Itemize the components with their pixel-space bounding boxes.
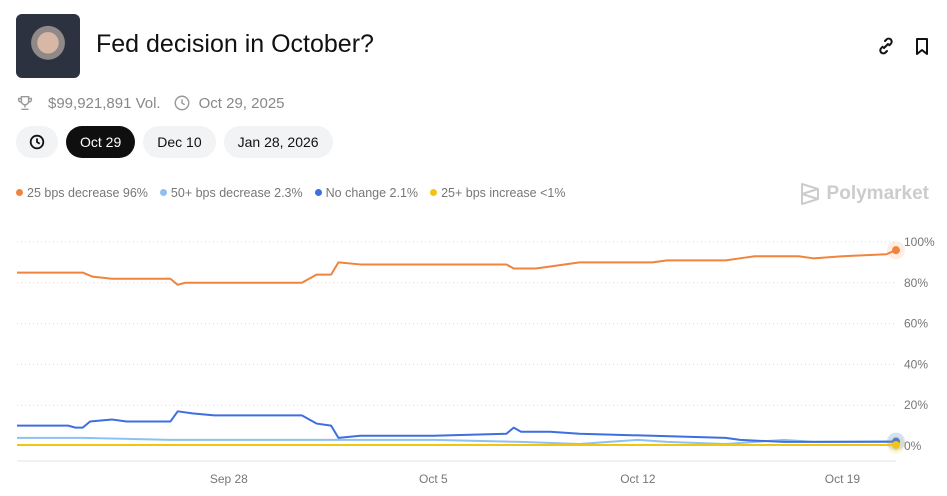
- legend-label: 25 bps decrease 96%: [27, 186, 148, 200]
- x-tick-label: Oct 5: [419, 472, 448, 486]
- legend-item: 25 bps decrease 96%: [16, 186, 148, 200]
- x-tick-label: Sep 28: [210, 472, 248, 486]
- history-icon: [29, 134, 45, 150]
- y-tick-label: 0%: [904, 439, 922, 453]
- legend-item: 25+ bps increase <1%: [430, 186, 565, 200]
- trophy-icon: [17, 95, 33, 111]
- legend-dot: [159, 189, 167, 196]
- legend-dot: [16, 189, 23, 196]
- series-end-dot: [892, 440, 900, 449]
- market-meta: $99,921,891 Vol. Oct 29, 2025: [16, 94, 285, 112]
- tab-oct-29[interactable]: Oct 29: [66, 126, 136, 158]
- tab-dec-10[interactable]: Dec 10: [143, 126, 216, 158]
- end-date: Oct 29, 2025: [198, 94, 285, 112]
- x-tick-label: Oct 19: [825, 472, 861, 486]
- y-tick-label: 40%: [904, 357, 928, 371]
- legend-item: No change 2.1%: [314, 186, 419, 200]
- legend-dot: [430, 189, 438, 196]
- page-title: Fed decision in October?: [96, 30, 374, 58]
- date-tabs: Oct 29 Dec 10 Jan 28, 2026: [16, 126, 333, 158]
- legend-label: 25+ bps increase <1%: [441, 186, 566, 200]
- y-tick-label: 100%: [904, 235, 935, 249]
- link-icon[interactable]: [876, 36, 896, 56]
- polymarket-logo: Polymarket: [799, 182, 929, 206]
- series-line: [17, 410, 897, 443]
- chart-legend: 25 bps decrease 96% 50+ bps decrease 2.3%…: [16, 186, 565, 200]
- series-line: [17, 249, 897, 286]
- tab-jan-28-2026[interactable]: Jan 28, 2026: [223, 126, 333, 158]
- volume: $99,921,891 Vol.: [48, 94, 161, 112]
- legend-label: 50+ bps decrease 2.3%: [170, 186, 303, 200]
- price-chart: 0% 20% 40% 60% 80% 100% Sep 28 Oct 5 Oct 12 Oct 1…: [17, 235, 935, 486]
- y-tick-label: 20%: [904, 398, 928, 412]
- polymarket-logo-icon: [800, 183, 819, 205]
- history-button[interactable]: [16, 126, 58, 158]
- legend-label: No change 2.1%: [325, 186, 419, 200]
- series-end-dot: [892, 246, 900, 255]
- x-tick-label: Oct 12: [620, 472, 656, 486]
- y-tick-label: 60%: [904, 317, 928, 331]
- y-tick-label: 80%: [904, 276, 928, 290]
- market-avatar: [16, 14, 80, 78]
- clock-icon: [174, 95, 190, 111]
- legend-dot: [314, 189, 322, 196]
- bookmark-icon[interactable]: [912, 36, 932, 56]
- legend-item: 50+ bps decrease 2.3%: [159, 186, 303, 200]
